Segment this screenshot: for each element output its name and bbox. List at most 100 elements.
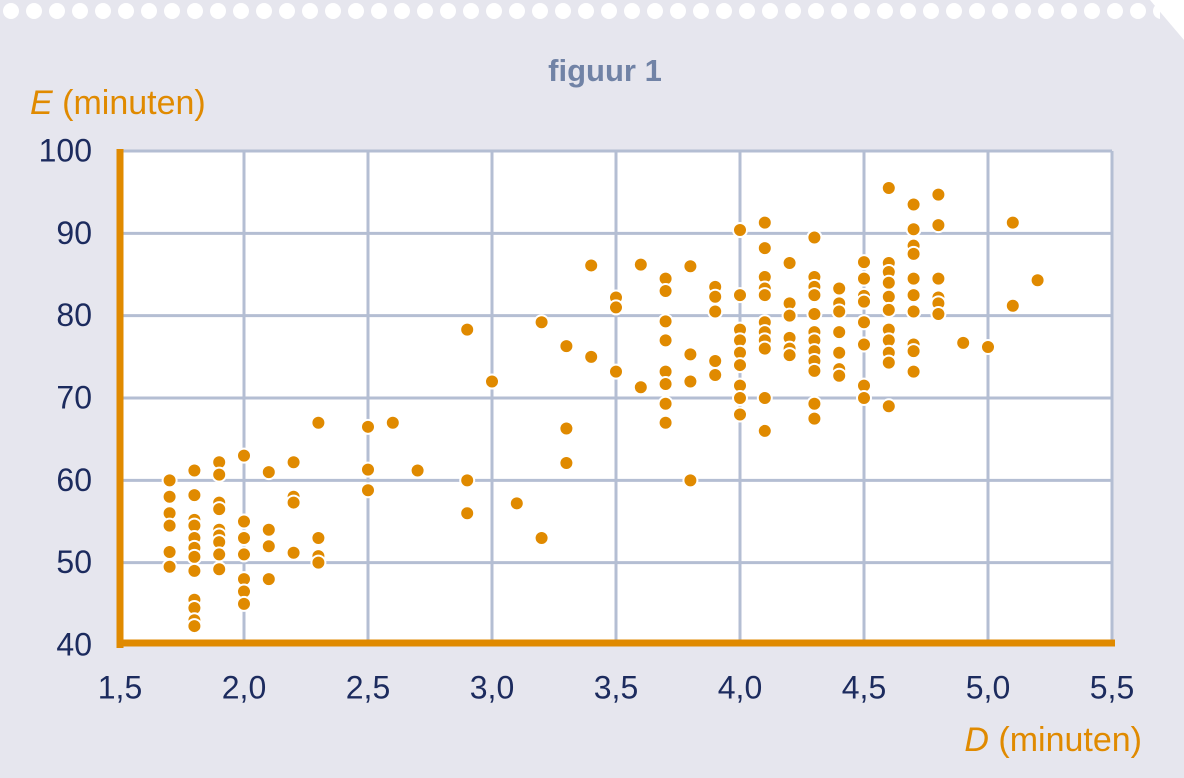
point [285,544,302,561]
point [657,376,674,393]
point [856,270,872,287]
point [161,543,178,560]
point [260,571,277,588]
point [880,288,897,305]
point [310,529,327,546]
x-tick-label: 3,0 [470,669,514,705]
x-tick-label: 4,0 [718,669,762,705]
point [161,472,178,489]
point [707,352,724,369]
point [558,338,575,355]
point [384,414,401,431]
point [657,332,674,349]
point [806,362,823,379]
point [632,256,649,273]
point [831,344,848,361]
point [310,554,327,571]
point [360,461,376,478]
point [186,462,203,479]
x-label-var: D [964,721,989,759]
point [161,558,178,575]
point [632,379,649,396]
point [756,422,773,439]
point [161,517,178,534]
point [905,270,922,287]
point [856,254,872,271]
point [806,395,823,412]
point [533,314,550,331]
point [806,287,823,304]
point [756,214,773,231]
y-tick-label: 100 [39,132,92,168]
point [508,495,525,512]
y-tick-label: 40 [56,626,92,662]
point [732,357,748,374]
point [459,472,476,489]
point [930,270,947,287]
x-tick-label: 1,5 [98,669,142,705]
point [236,529,252,546]
chart-title: figuur 1 [548,53,662,88]
point [905,245,922,262]
point [236,595,252,612]
point [657,414,674,431]
x-tick-label: 5,0 [966,669,1010,705]
point [905,303,922,320]
point [756,340,773,357]
point [732,390,748,406]
point [260,538,277,555]
point [732,222,748,239]
x-tick-label: 2,5 [346,669,390,705]
point [657,395,674,412]
point [682,373,699,390]
point [806,306,823,323]
point [211,501,228,518]
point [285,454,302,471]
point [211,561,228,578]
point [186,487,203,504]
point [732,287,748,304]
point [409,462,426,479]
point [608,299,624,316]
x-axis-label: D (minuten) [964,721,1142,759]
point [186,618,203,635]
point [781,347,798,364]
point [236,546,252,563]
perforation [0,0,1160,24]
y-tick-label: 60 [56,462,92,498]
point [285,494,302,511]
y-tick-label: 50 [56,544,92,580]
point [682,346,699,363]
point [260,521,277,538]
point [211,466,228,483]
point [707,366,724,383]
point [781,307,798,324]
point [905,287,922,304]
point [880,301,897,318]
point [905,343,922,360]
point [260,464,277,481]
point [880,274,897,291]
point [608,363,624,380]
point [856,390,872,406]
point [459,505,476,522]
point [806,410,823,427]
point [856,314,872,331]
point [211,546,228,563]
point [558,455,575,472]
x-label-unit: (minuten) [998,721,1142,759]
point [459,321,476,338]
point [682,472,699,489]
point [707,303,724,320]
point [980,338,996,355]
point [1029,272,1046,289]
y-axis-label: E (minuten) [30,84,206,122]
point [955,334,972,351]
point [583,348,600,365]
point [930,217,947,234]
point [880,354,897,371]
point [1004,214,1021,231]
point [905,221,922,238]
point [806,229,823,246]
point [905,363,922,380]
